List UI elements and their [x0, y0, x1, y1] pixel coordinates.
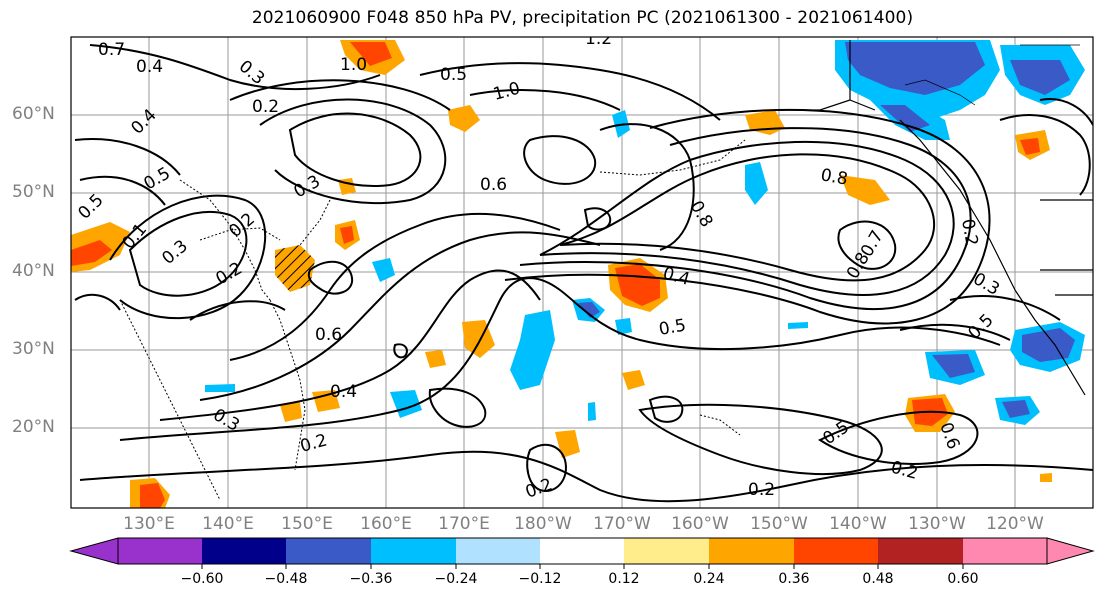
pv-contour-jet-a: [559, 153, 935, 282]
map-frame: [70, 36, 1094, 509]
colorbar-tick-label: 0.12: [608, 571, 640, 587]
borders: [904, 44, 1080, 106]
contour-label: 1.2: [585, 29, 612, 49]
contour-label: 0.6: [480, 175, 507, 195]
pv-contours: [74, 44, 1093, 503]
colorbar-tick-label: −0.12: [518, 571, 562, 587]
lon-label: 150°E: [281, 514, 333, 534]
colorbar-tick-label: 0.60: [947, 571, 979, 587]
lon-label: 170°W: [593, 514, 651, 534]
lon-label: 140°W: [829, 514, 887, 534]
colorbar-segment: [709, 538, 794, 564]
lon-label: 140°E: [202, 514, 254, 534]
colorbar-segment: [624, 538, 709, 564]
lat-label: 60°N: [12, 104, 55, 124]
colorbar-segment: [878, 538, 963, 564]
colorbar-tick-label: 0.24: [693, 571, 725, 587]
colorbar-segment: [540, 538, 624, 564]
pv-contour-jet-d: [504, 108, 991, 325]
colorbar-tick-label: −0.36: [349, 571, 393, 587]
lon-label: 160°W: [671, 514, 729, 534]
contour-label: 0.8: [819, 165, 849, 189]
lat-label: 40°N: [12, 261, 55, 281]
colorbar-extend-low: [69, 537, 119, 565]
colorbar-segment: [963, 538, 1047, 564]
lat-label: 50°N: [12, 182, 55, 202]
colorbar-segment: [371, 538, 456, 564]
colorbar-segment: [456, 538, 540, 564]
precip-shading: [71, 40, 1085, 508]
precip-neg-alaska-core: [845, 42, 985, 95]
lon-label: 160°E: [360, 514, 412, 534]
pv-contour-jet-b: [539, 140, 955, 296]
colorbar-tick-label: 0.48: [862, 571, 894, 587]
map-title: 2021060900 F048 850 hPa PV, precipitatio…: [251, 8, 914, 28]
contour-label: 0.4: [330, 382, 357, 402]
colorbar-segment: [794, 538, 878, 564]
contour-label: 0.2: [748, 480, 775, 500]
colorbar-extend-high: [1046, 537, 1095, 565]
pv-contour-subtrop: [119, 277, 1001, 441]
lon-label: 130°W: [908, 514, 966, 534]
contour-label: 0.5: [657, 316, 687, 340]
contour-label: 0.7: [98, 40, 125, 60]
contour-label: 0.5: [440, 65, 467, 85]
lon-label: 120°W: [986, 514, 1044, 534]
colorbar-segment: [118, 538, 202, 564]
colorbar-tick-label: 0.36: [778, 571, 810, 587]
contour-label: 0.4: [136, 57, 163, 77]
lon-label: 130°E: [123, 514, 175, 534]
lat-label: 20°N: [12, 417, 55, 437]
map-area: 0.7 0.4 0.3 1.0 1.2 0.5 0.2 0.4 0.6 0.8 …: [71, 29, 1093, 508]
colorbar-segment: [202, 538, 286, 564]
contour-label: 0.2: [252, 97, 279, 117]
colorbar-tick-label: −0.48: [264, 571, 308, 587]
contour-label: 1.0: [340, 55, 367, 75]
pv-contour-jet-c: [519, 127, 972, 310]
colorbar-segment: [286, 538, 371, 564]
lon-label: 170°E: [438, 514, 490, 534]
colorbar-tick-label: −0.60: [180, 571, 224, 587]
colorbar-tick-label: −0.24: [434, 571, 478, 587]
lon-label: 150°W: [750, 514, 808, 534]
contour-label: 0.2: [957, 217, 981, 247]
lat-label: 30°N: [12, 339, 55, 359]
lon-label: 180°W: [514, 514, 572, 534]
colorbar: [69, 537, 1095, 569]
contour-label: 0.6: [315, 325, 342, 345]
